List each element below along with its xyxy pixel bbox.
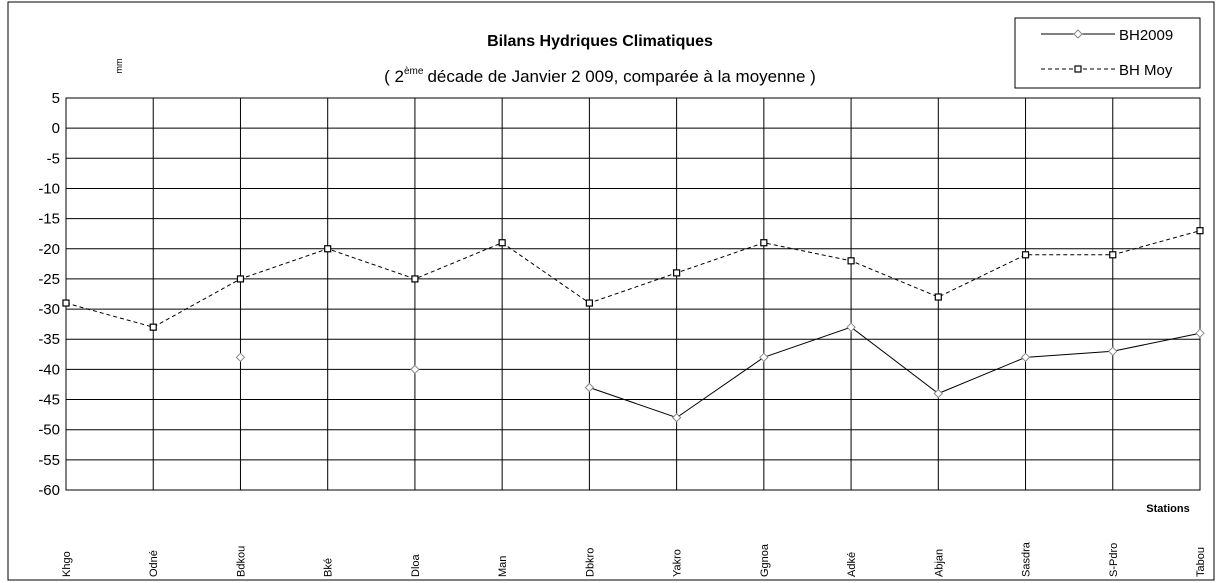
y-tick-label: -30 xyxy=(38,301,60,318)
x-tick-label: Dbkro xyxy=(584,548,596,577)
marker-diamond xyxy=(1020,352,1031,363)
x-tick-label: Man xyxy=(497,556,509,577)
legend-label: BH2009 xyxy=(1119,27,1173,44)
x-tick-label: Tabou xyxy=(1195,547,1207,577)
x-tick-label: Bdkou xyxy=(235,546,247,577)
y-tick-label: -40 xyxy=(38,361,60,378)
marker-square xyxy=(1196,227,1204,235)
marker-square xyxy=(1109,251,1117,259)
series-line xyxy=(589,326,1201,419)
marker-square xyxy=(236,275,245,283)
x-tick-label: Dloa xyxy=(410,553,422,577)
marker-diamond xyxy=(759,352,769,363)
x-axis-label: Stations xyxy=(1146,503,1189,515)
x-tick-label: Sasdra xyxy=(1021,541,1033,577)
x-tick-label: S-Pdro xyxy=(1108,543,1120,577)
y-tick-label: -20 xyxy=(38,241,60,258)
subtitle-part: ( 2 xyxy=(384,67,404,86)
x-tick-label: Khgo xyxy=(61,551,73,577)
marker-diamond xyxy=(1108,346,1118,356)
marker-square xyxy=(62,299,70,307)
x-tick-label: Abjan xyxy=(933,549,945,577)
subtitle-part: décade de Janvier 2 009, comparée à la m… xyxy=(427,67,815,86)
series-line xyxy=(65,230,1201,328)
chart-title: Bilans Hydriques Climatiques xyxy=(487,33,713,50)
y-tick-label: -45 xyxy=(38,392,60,409)
y-tick-label: -10 xyxy=(38,180,60,197)
y-tick-label: -50 xyxy=(38,422,60,439)
legend-box xyxy=(1014,17,1201,89)
marker-square xyxy=(324,245,332,253)
marker-square xyxy=(760,239,768,247)
marker-square xyxy=(149,323,157,331)
marker-square xyxy=(1074,65,1082,73)
y-tick-label: -5 xyxy=(47,150,60,167)
marker-diamond xyxy=(1195,328,1205,338)
marker-square xyxy=(411,275,419,283)
marker-square xyxy=(847,257,855,265)
y-axis-label: mm xyxy=(114,59,124,74)
chart-frame xyxy=(7,1,1215,581)
x-tick-label: Yakro xyxy=(672,549,684,577)
chart-subtitle: ( 2ème décade de Janvier 2 009, comparée … xyxy=(384,66,816,86)
marker-diamond xyxy=(671,412,682,423)
marker-square xyxy=(1021,251,1030,259)
marker-diamond xyxy=(846,322,856,332)
marker-diamond xyxy=(235,352,246,363)
marker-square xyxy=(934,293,942,301)
marker-diamond xyxy=(933,388,944,399)
marker-diamond xyxy=(584,382,595,393)
marker-diamond xyxy=(410,364,420,375)
marker-square xyxy=(673,269,681,277)
y-tick-label: -35 xyxy=(38,331,60,348)
y-tick-label: -25 xyxy=(38,271,60,288)
y-tick-label: -60 xyxy=(38,482,60,499)
y-tick-label: 0 xyxy=(52,120,60,137)
legend-label: BH Moy xyxy=(1119,62,1173,79)
y-tick-label: -55 xyxy=(38,452,60,469)
marker-diamond xyxy=(1073,29,1083,39)
x-tick-label: Adké xyxy=(846,552,858,577)
plot-frame xyxy=(65,97,1201,491)
marker-square xyxy=(498,239,506,247)
y-tick-label: 5 xyxy=(52,90,60,107)
y-tick-label: -15 xyxy=(38,211,60,228)
x-tick-label: Ggnoa xyxy=(759,543,771,577)
marker-square xyxy=(585,299,593,307)
x-tick-label: Odné xyxy=(148,550,160,577)
x-tick-label: Bké xyxy=(323,558,335,577)
subtitle-superscript: ème xyxy=(404,66,424,77)
